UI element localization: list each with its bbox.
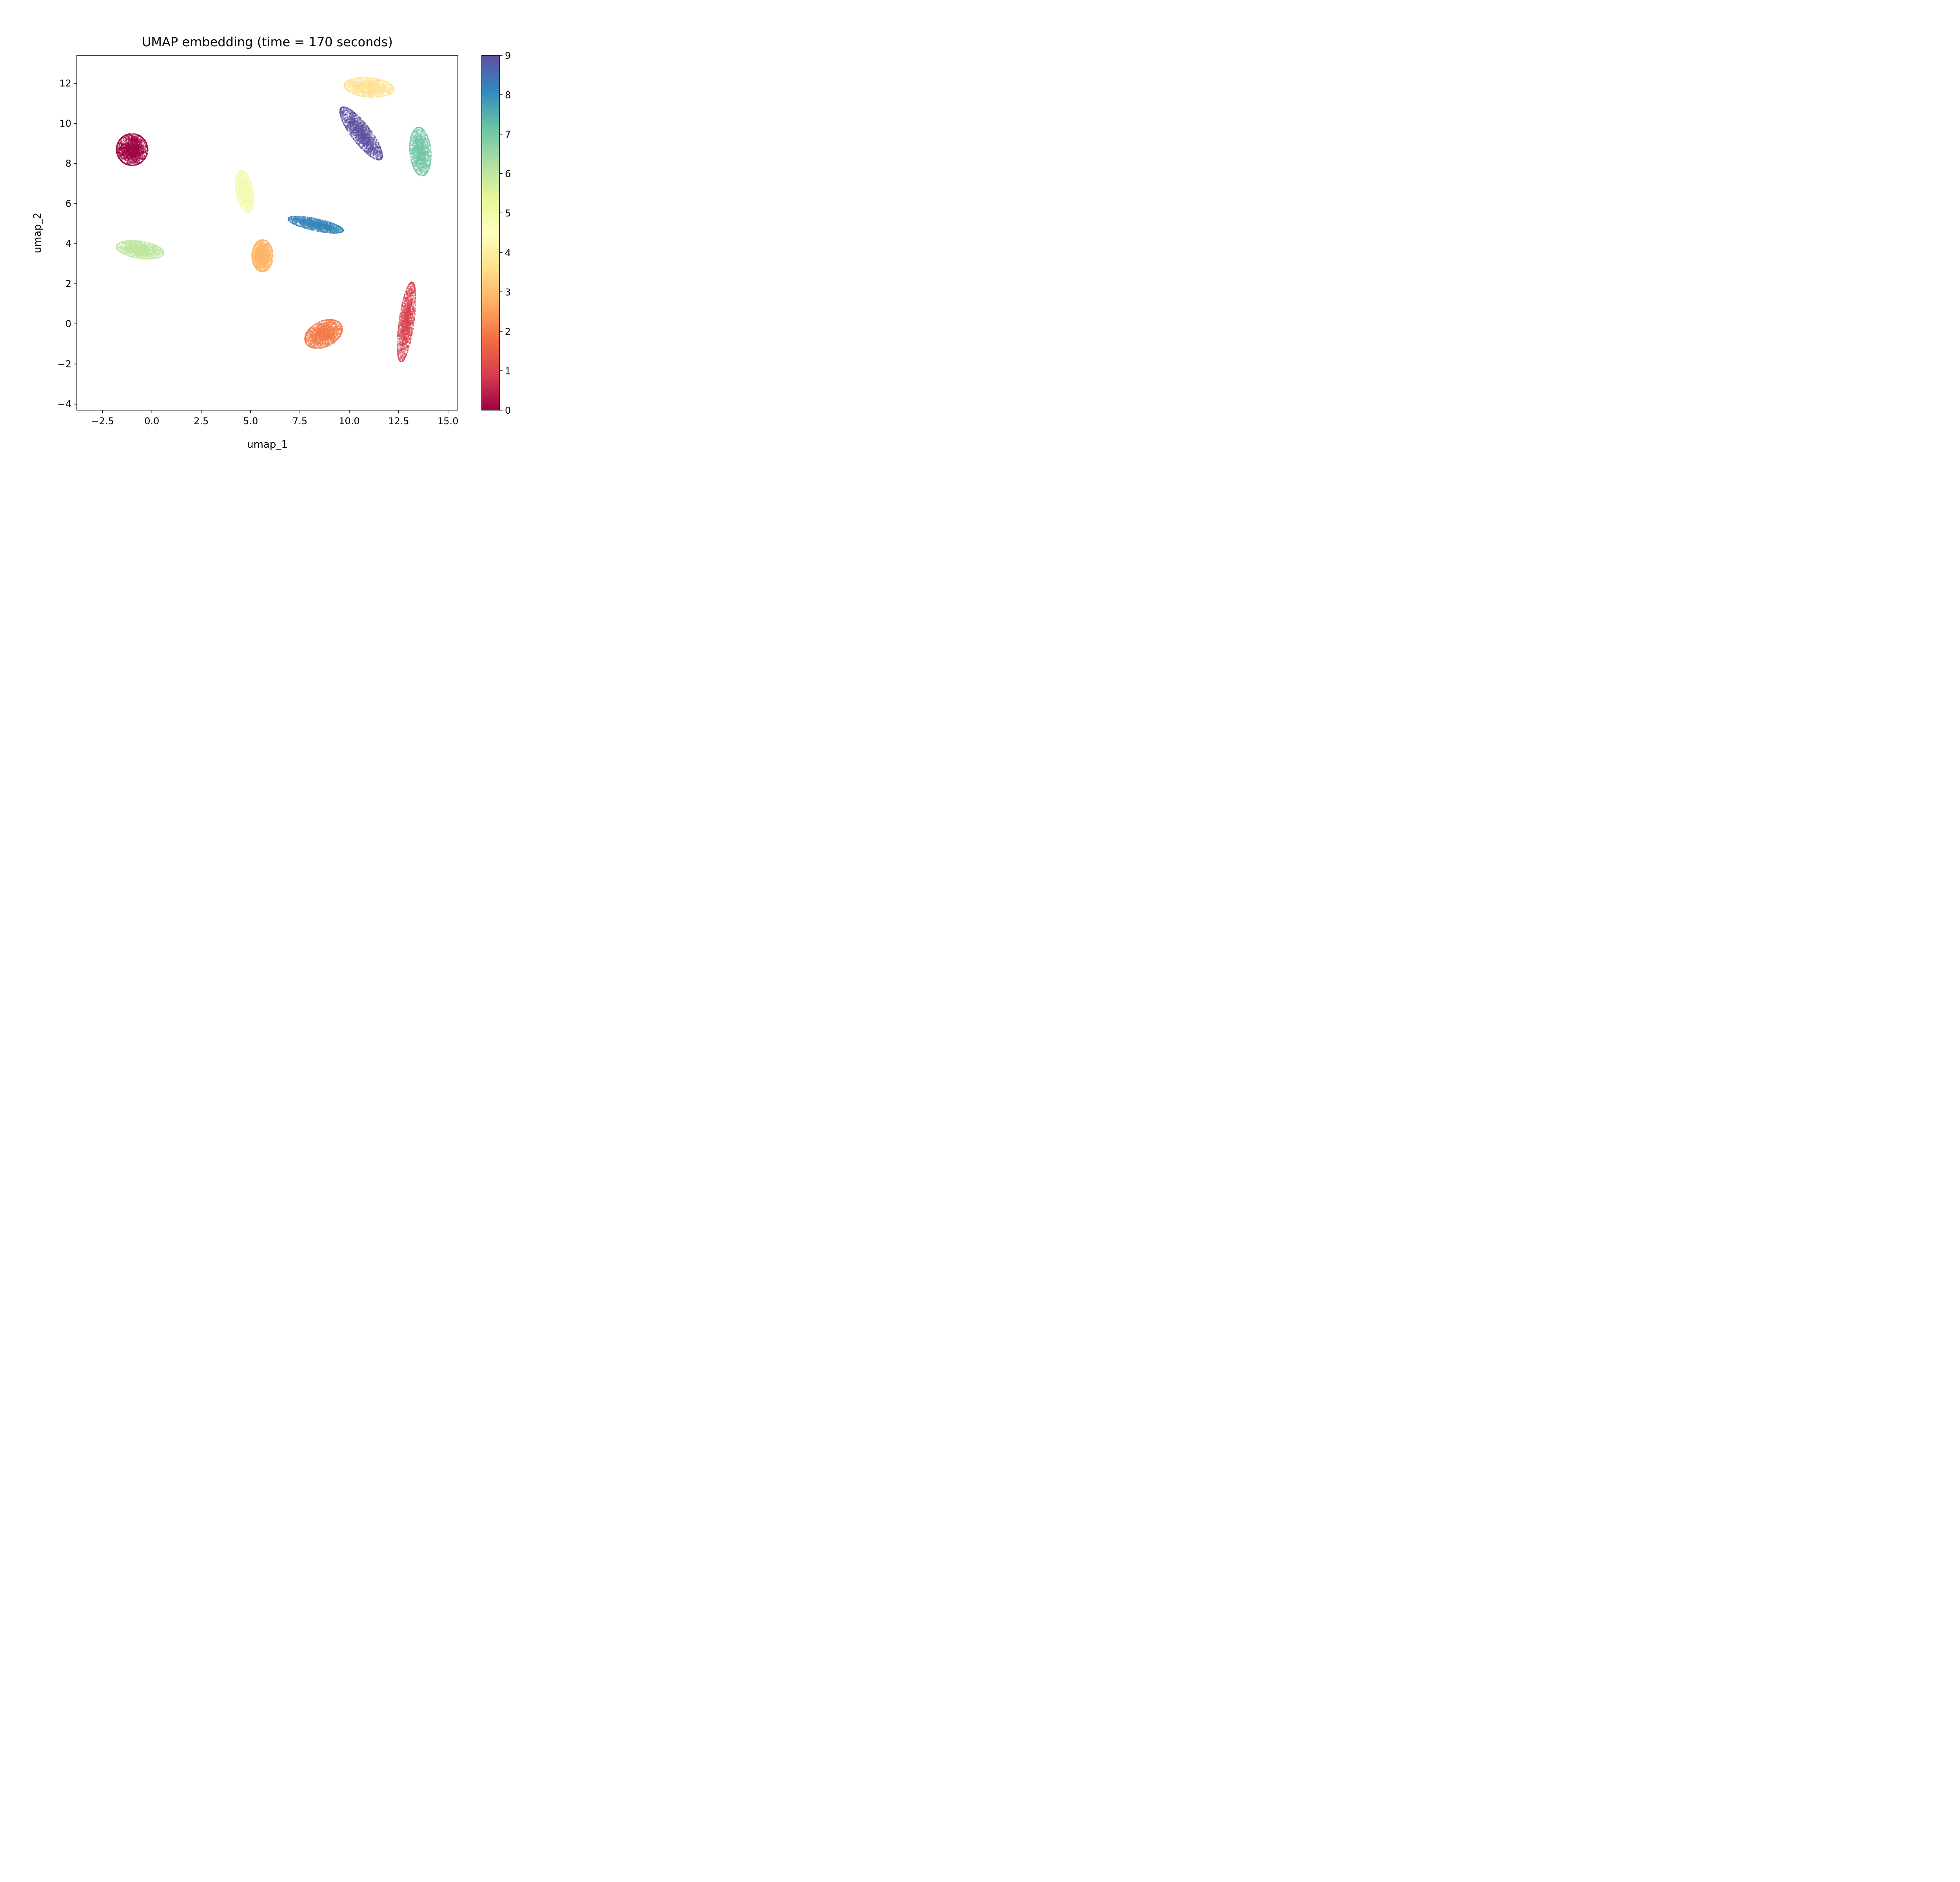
scatter-point [129,158,131,160]
scatter-point [126,162,128,163]
umap-scatter-figure: UMAP embedding (time = 170 seconds) −2.5… [32,35,511,451]
cluster-2-points [304,319,343,349]
scatter-point [124,142,126,144]
scatter-point [126,160,128,162]
scatter-point [122,138,124,140]
cluster-1-points [397,282,416,362]
scatter-point [412,319,414,321]
scatter-point [140,140,142,142]
scatter-point [414,299,415,301]
scatter-point [134,162,136,163]
scatter-point [403,340,405,342]
scatter-point [137,140,139,142]
scatter-point [136,157,138,158]
scatter-point [145,148,146,149]
scatter-point [123,160,124,161]
scatter-point [397,340,399,342]
scatter-point [130,142,131,144]
scatter-point [139,159,140,161]
scatter-point [406,348,407,349]
scatter-point [399,348,401,349]
scatter-point [135,161,136,163]
chart-title: UMAP embedding (time = 170 seconds) [142,35,393,49]
scatter-point [134,135,136,137]
scatter-point [116,153,118,155]
scatter-point [121,139,123,141]
scatter-point [413,296,415,298]
scatter-points [116,77,432,362]
scatter-point [398,347,400,348]
scatter-point [134,136,136,138]
scatter-point [128,148,129,149]
scatter-point [406,352,408,353]
scatter-point [120,140,122,142]
scatter-point [404,350,406,351]
scatter-point [398,345,400,347]
cluster-0-points [116,133,149,166]
